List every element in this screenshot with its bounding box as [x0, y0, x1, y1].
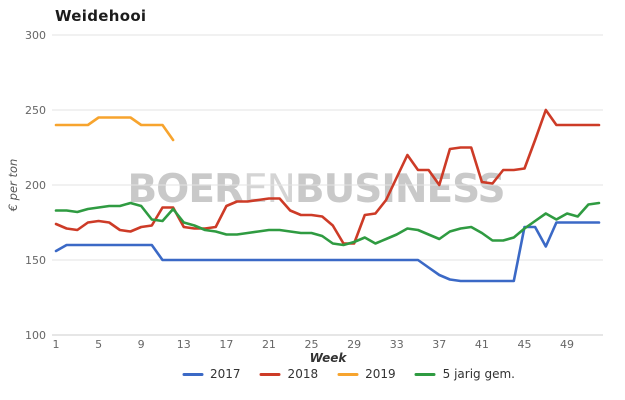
x-tick-label-17: 17: [219, 338, 233, 351]
x-tick-label-37: 37: [432, 338, 446, 351]
y-tick-label-150: 150: [25, 254, 46, 267]
legend: 2017 2018 2019 5 jarig gem.: [182, 367, 515, 381]
legend-item-2017[interactable]: 2017: [182, 367, 241, 381]
y-tick-label-200: 200: [25, 179, 46, 192]
x-tick-label-41: 41: [475, 338, 489, 351]
series-line-2019: [54, 116, 175, 142]
series-line-5-jarig-gem.: [54, 201, 601, 247]
legend-swatch: [337, 372, 359, 376]
legend-swatch: [259, 372, 281, 376]
x-tick-label-29: 29: [347, 338, 361, 351]
legend-item-2018[interactable]: 2018: [259, 367, 319, 381]
legend-label: 2019: [365, 367, 396, 381]
legend-item-2019[interactable]: 2019: [337, 367, 396, 381]
y-tick-label-250: 250: [25, 104, 46, 117]
watermark-part-business: BUSINESS: [294, 167, 506, 212]
chart-title: Weidehooi: [55, 7, 147, 25]
series-line-2018: [54, 108, 601, 245]
watermark-part-en: EN: [243, 167, 296, 212]
x-tick-label-21: 21: [262, 338, 276, 351]
x-tick-label-1: 1: [53, 338, 60, 351]
x-tick-label-13: 13: [177, 338, 191, 351]
watermark-part-boer: BOER: [127, 167, 244, 212]
x-tick-label-45: 45: [517, 338, 531, 351]
legend-item-5-jarig-gem.[interactable]: 5 jarig gem.: [414, 367, 515, 381]
series-line-2017: [54, 221, 601, 283]
x-axis-title: Week: [309, 351, 347, 365]
watermark: BOERENBUSINESS: [127, 167, 506, 212]
x-tick-label-25: 25: [305, 338, 319, 351]
legend-label: 5 jarig gem.: [442, 367, 515, 381]
x-tick-label-33: 33: [390, 338, 404, 351]
y-tick-label-300: 300: [25, 29, 46, 42]
y-axis-title: € per ton: [6, 158, 20, 212]
legend-swatch: [182, 372, 204, 376]
legend-label: 2018: [287, 367, 319, 381]
x-tick-label-9: 9: [138, 338, 145, 351]
x-tick-label-49: 49: [560, 338, 574, 351]
y-tick-label-100: 100: [25, 329, 46, 342]
legend-swatch: [414, 372, 436, 376]
legend-label: 2017: [210, 367, 241, 381]
x-tick-label-5: 5: [95, 338, 102, 351]
